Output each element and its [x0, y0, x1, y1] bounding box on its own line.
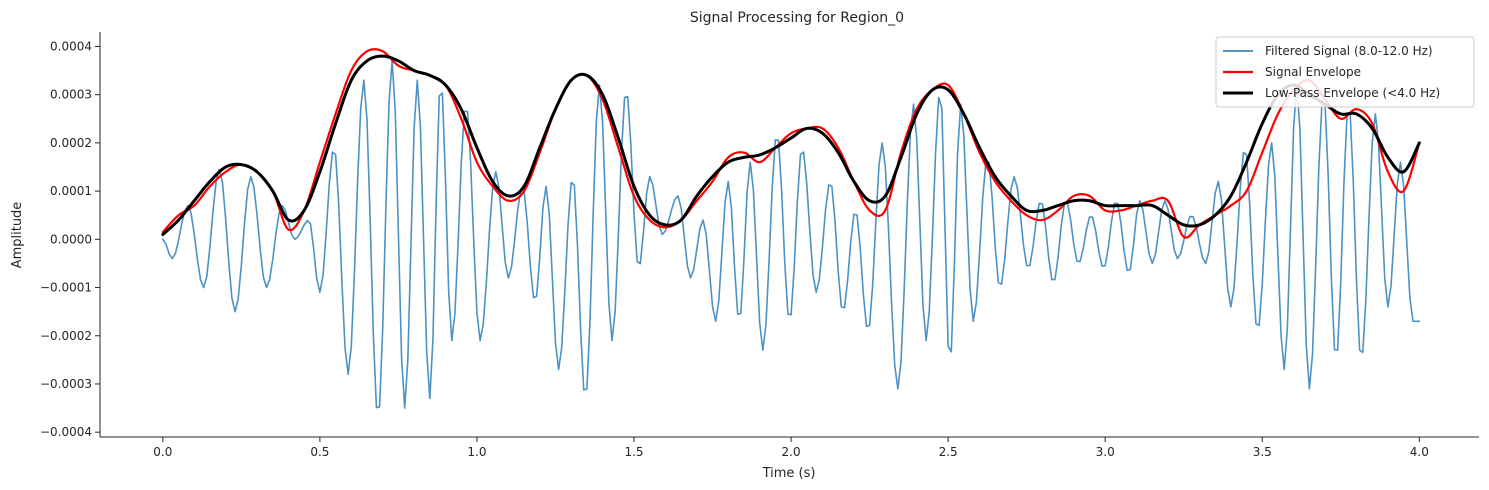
x-tick-label: 0.0	[153, 445, 172, 459]
x-tick-label: 4.0	[1410, 445, 1429, 459]
y-tick-label: −0.0002	[40, 329, 92, 343]
y-axis-label: Amplitude	[10, 202, 25, 269]
plot-area: 0.0 0.5 1.0 1.5 2.0 2.5 3.0 3.5 4.0 −0.0004−0.00…	[40, 32, 1479, 459]
legend-frame	[1215, 36, 1475, 108]
legend-label-filtered-signal: Filtered Signal (8.0-12.0 Hz)	[1265, 44, 1433, 58]
y-tick-label: −0.0003	[40, 377, 92, 391]
legend: Filtered Signal (8.0-12.0 Hz) Signal Env…	[1215, 36, 1475, 108]
y-tick-label: 0.0001	[50, 184, 92, 198]
y-tick-label: −0.0001	[40, 281, 92, 295]
series-layer	[161, 48, 1421, 409]
y-tick-label: 0.0004	[50, 39, 92, 53]
y-axis-ticks: −0.0004 −0.0003 −0.0002 −0.0001 0.0000 0.0001…	[40, 39, 100, 439]
legend-label-low-pass-envelope: Low-Pass Envelope (<4.0 Hz)	[1265, 86, 1440, 100]
y-tick-label: −0.0004	[40, 425, 92, 439]
x-tick-label: 3.5	[1253, 445, 1272, 459]
x-axis-label: Time (s)	[762, 466, 816, 481]
x-tick-label: 0.5	[310, 445, 329, 459]
legend-entry-filtered-signal: Filtered Signal (8.0-12.0 Hz)	[1223, 44, 1433, 58]
x-tick-label: 2.5	[939, 445, 958, 459]
y-tick-label: 0.0002	[50, 136, 92, 150]
filtered-signal-line	[162, 60, 1421, 409]
legend-label-signal-envelope: Signal Envelope	[1265, 65, 1361, 79]
y-tick-label: 0.0003	[50, 88, 92, 102]
x-tick-label: 1.5	[624, 445, 643, 459]
y-tick-label: 0.0000	[50, 232, 92, 246]
x-tick-label: 3.0	[1096, 445, 1115, 459]
x-tick-label: 1.0	[467, 445, 486, 459]
x-tick-label: 2.0	[782, 445, 801, 459]
x-axis-ticks: 0.0 0.5 1.0 1.5 2.0 2.5 3.0 3.5 4.0	[153, 437, 1429, 459]
chart-title: Signal Processing for Region_0	[690, 10, 904, 26]
low-pass-envelope-line	[161, 54, 1421, 236]
legend-entry-signal-envelope: Signal Envelope	[1223, 65, 1361, 79]
legend-entry-low-pass-envelope: Low-Pass Envelope (<4.0 Hz)	[1223, 86, 1440, 100]
